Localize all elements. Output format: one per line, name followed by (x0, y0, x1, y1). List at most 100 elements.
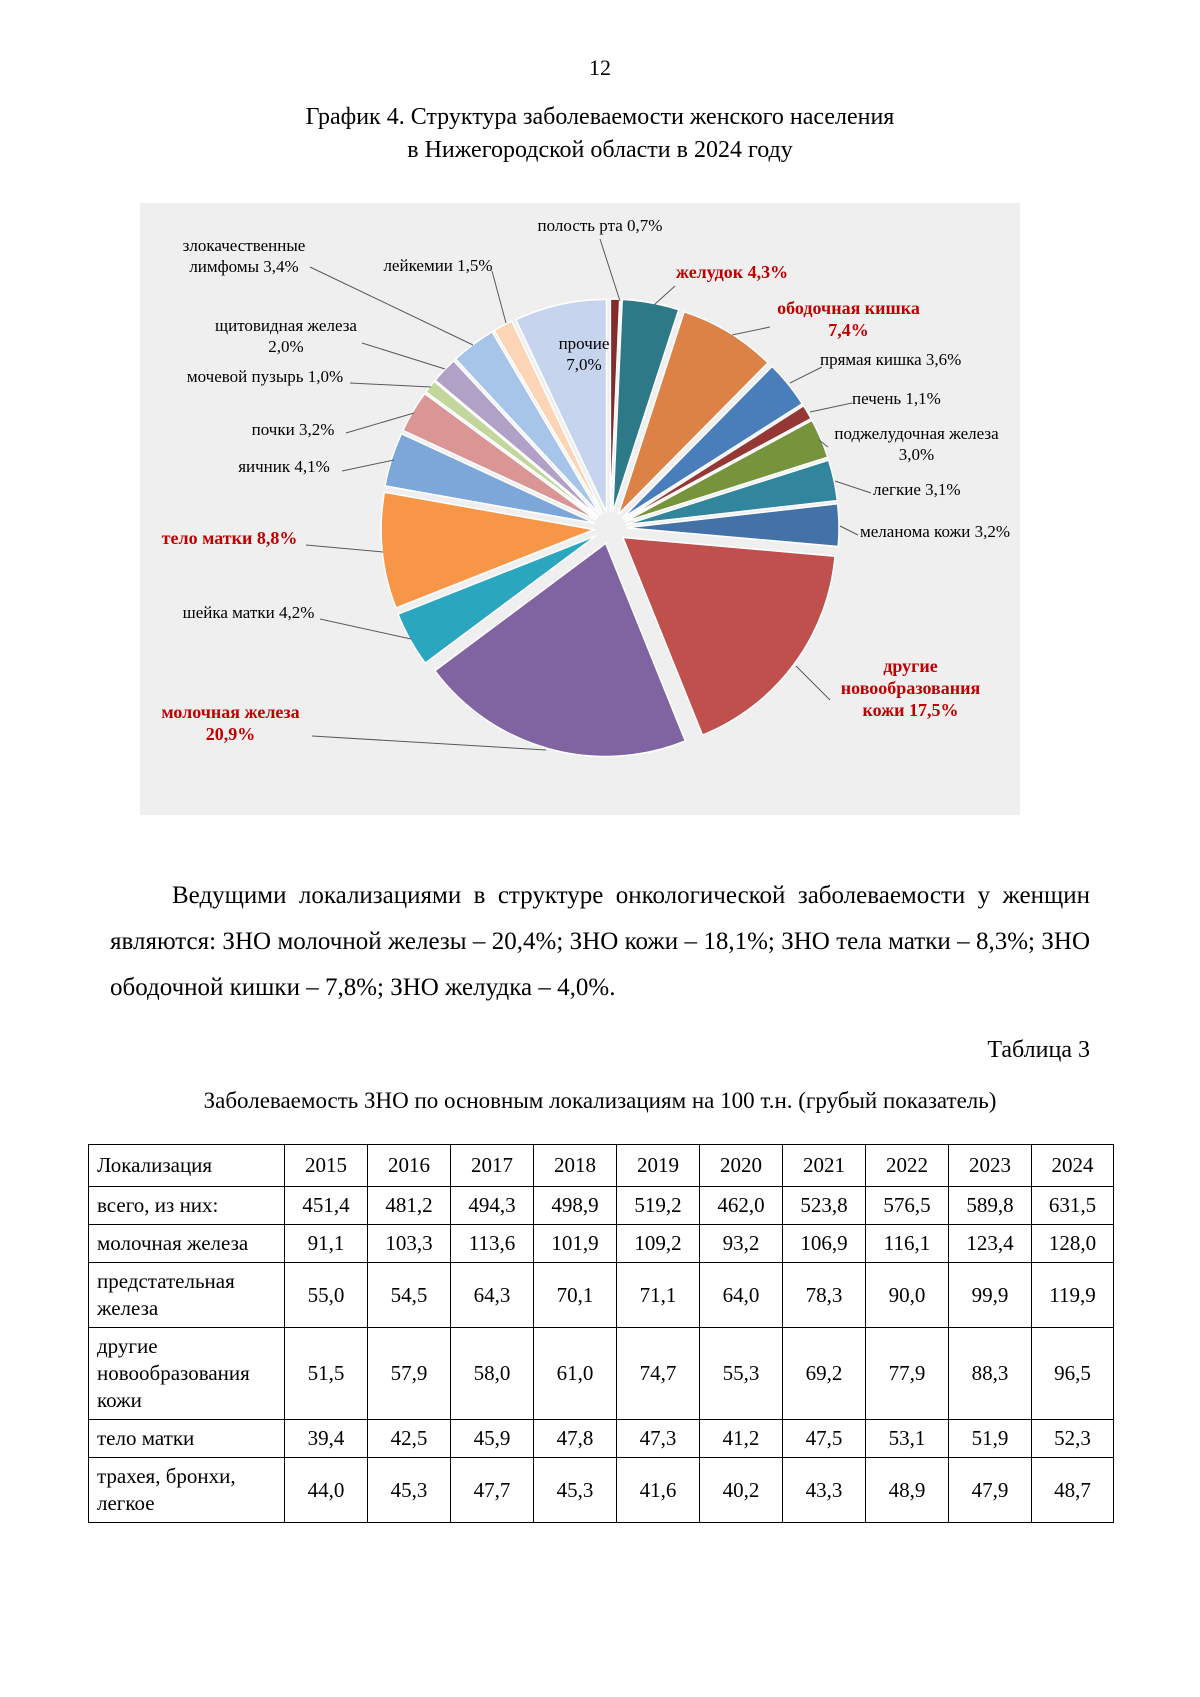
leader-line (305, 544, 384, 553)
pie-slice-label: молочная железа 20,9% (161, 702, 300, 744)
table-cell: 519,2 (616, 1186, 700, 1225)
table-cell: 45,9 (450, 1419, 534, 1458)
table-cell: 119,9 (1031, 1262, 1114, 1328)
table-row: тело матки 39,4 42,5 45,9 47,8 47,3 41,2 47,5 53… (88, 1419, 1114, 1458)
pie-slice (621, 365, 804, 519)
table-row: трахея, бронхи, легкое 44,0 45,3 47,7 45,3 41… (88, 1457, 1114, 1523)
table-cell: 106,9 (782, 1224, 866, 1263)
table-header-cell: 2020 (699, 1144, 783, 1187)
table-cell: 93,2 (699, 1224, 783, 1263)
table-cell: 78,3 (782, 1262, 866, 1328)
body-paragraph: Ведущими локализациями в структуре онкол… (110, 882, 1090, 1001)
leader-line (839, 525, 859, 536)
chart-title-line2: в Нижегородской области в 2024 году (407, 137, 793, 163)
pie-slice (625, 502, 840, 548)
pie-slice (624, 419, 829, 523)
pie-slice-label: поджелудочная железа 3,0% (834, 424, 999, 464)
table-cell: 109,2 (616, 1224, 700, 1263)
pie-slice (623, 404, 813, 521)
leader-line (311, 735, 547, 751)
pie-slice-label: легкие 3,1% (873, 480, 961, 499)
pie-slice-label: шейка матки 4,2% (182, 603, 315, 622)
table-cell: 55,0 (284, 1262, 368, 1328)
table-cell: 494,3 (450, 1186, 534, 1225)
table-cell: 116,1 (865, 1224, 949, 1263)
incidence-table: Локализация 2015 2016 2017 2018 2019 2020 2021 2… (88, 1144, 1114, 1523)
table-cell: 631,5 (1031, 1186, 1114, 1225)
table-cell: 123,4 (948, 1224, 1032, 1263)
table-row-label: молочная железа (88, 1224, 285, 1263)
table-cell: 54,5 (367, 1262, 451, 1328)
leader-line (653, 285, 676, 306)
leader-line (809, 402, 853, 413)
pie-slice (514, 298, 608, 513)
table-cell: 58,0 (450, 1327, 534, 1420)
table-cell: 51,5 (284, 1327, 368, 1420)
table-cell: 64,3 (450, 1262, 534, 1328)
leader-line (818, 439, 829, 448)
leader-line (345, 412, 415, 434)
chart-title-line1: График 4. Структура заболеваемости женск… (305, 104, 895, 130)
pie-slice-label: мочевой пузырь 1,0% (186, 367, 344, 386)
table-cell: 498,9 (533, 1186, 617, 1225)
pie-slices-group (380, 298, 840, 758)
table-cell: 40,2 (699, 1457, 783, 1523)
table-header-cell: 2018 (533, 1144, 617, 1187)
table-header: Локализация 2015 2016 2017 2018 2019 2020 2021 2… (88, 1144, 1114, 1187)
leader-line (349, 382, 432, 388)
table-cell: 48,7 (1031, 1457, 1114, 1523)
chart-title: График 4. Структура заболеваемости женск… (0, 101, 1200, 167)
pie-slice (493, 320, 604, 515)
table-cell: 70,1 (533, 1262, 617, 1328)
table-cell: 69,2 (782, 1327, 866, 1420)
table-cell: 462,0 (699, 1186, 783, 1225)
pie-slice (434, 359, 599, 518)
table-header-cell: 2016 (367, 1144, 451, 1187)
leader-line (599, 238, 621, 302)
table-cell: 42,5 (367, 1419, 451, 1458)
table-title: Заболеваемость ЗНО по основным локализац… (203, 1088, 997, 1113)
pie-slice-label: тело матки 8,8% (161, 528, 298, 548)
table-cell: 47,8 (533, 1419, 617, 1458)
pie-slice-label: щитовидная железа 2,0% (215, 316, 357, 356)
table-header-cell: 2023 (948, 1144, 1032, 1187)
table-row: всего, из них: 451,4 481,2 494,3 498,9 519,2 4… (88, 1186, 1114, 1225)
leader-lines-group (305, 238, 872, 751)
table-row-label: предстательная железа (88, 1262, 285, 1328)
table-cell: 47,7 (450, 1457, 534, 1523)
table-cell: 113,6 (450, 1224, 534, 1263)
pie-slice (384, 432, 596, 524)
table-cell: 48,9 (865, 1457, 949, 1523)
pie-slice-label: злокачественные лимфомы 3,4% (182, 236, 306, 276)
pie-slice-label: печень 1,1% (852, 389, 941, 408)
table-cell: 47,3 (616, 1419, 700, 1458)
table-cell: 39,4 (284, 1419, 368, 1458)
leader-line (795, 665, 831, 701)
pie-slice-label: полость рта 0,7% (537, 216, 663, 235)
pie-slice-label: другие новообразования кожи 17,5% (840, 656, 981, 720)
table-cell: 41,2 (699, 1419, 783, 1458)
table-cell: 57,9 (367, 1327, 451, 1420)
table-cell: 55,3 (699, 1327, 783, 1420)
table-cell: 45,3 (367, 1457, 451, 1523)
table-cell: 96,5 (1031, 1327, 1114, 1420)
pie-slice (454, 330, 602, 516)
leader-line (731, 326, 771, 336)
table-cell: 576,5 (865, 1186, 949, 1225)
table-cell: 103,3 (367, 1224, 451, 1263)
table-cell: 51,9 (948, 1419, 1032, 1458)
leader-line (309, 266, 474, 346)
table-row-label: всего, из них: (88, 1186, 285, 1225)
table-row: предстательная железа 55,0 54,5 64,3 70,1 71,… (88, 1262, 1114, 1328)
page-number: 12 (589, 55, 611, 80)
table-cell: 88,3 (948, 1327, 1032, 1420)
table-cell: 74,7 (616, 1327, 700, 1420)
table-row-label: другие новообразования кожи (88, 1327, 285, 1420)
leader-line (361, 342, 446, 370)
table-body: всего, из них: 451,4 481,2 494,3 498,9 519,2 4… (88, 1186, 1114, 1523)
pie-slice (621, 536, 836, 737)
table-cell: 128,0 (1031, 1224, 1114, 1263)
pie-slice-label: яичник 4,1% (238, 457, 330, 476)
pie-slice (612, 298, 680, 513)
pie-slice-label: прочие 7,0% (558, 334, 610, 374)
